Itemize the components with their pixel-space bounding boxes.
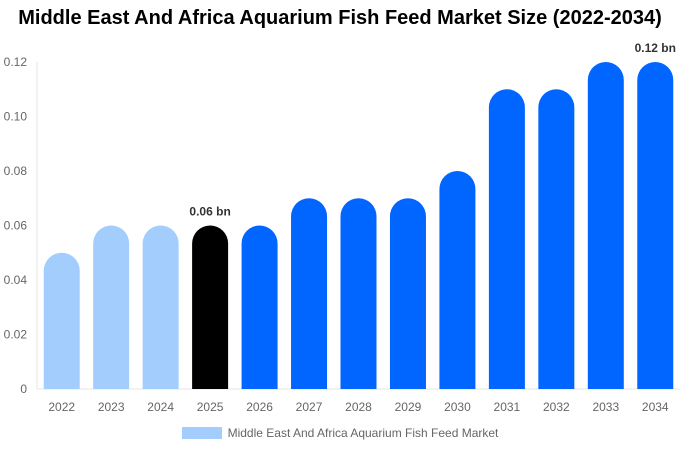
chart-title: Middle East And Africa Aquarium Fish Fee… <box>18 7 662 29</box>
x-tick-label: 2023 <box>98 400 125 414</box>
legend-label: Middle East And Africa Aquarium Fish Fee… <box>227 426 499 440</box>
y-tick-label: 0.10 <box>4 110 28 124</box>
x-tick-label: 2030 <box>444 400 471 414</box>
legend: Middle East And Africa Aquarium Fish Fee… <box>0 426 680 440</box>
x-tick-label: 2033 <box>592 400 619 414</box>
bar-2030 <box>439 171 476 389</box>
x-tick-label: 2024 <box>147 400 174 414</box>
bar-2027 <box>291 198 328 389</box>
bar-2028 <box>340 198 377 389</box>
x-tick-label: 2032 <box>543 400 570 414</box>
y-tick-label: 0.06 <box>4 219 28 233</box>
x-tick-label: 2022 <box>48 400 75 414</box>
bar-2032 <box>538 89 575 389</box>
bar-2024 <box>142 225 179 389</box>
x-tick-label: 2025 <box>197 400 224 414</box>
data-label: 0.12 bn <box>635 41 676 55</box>
y-tick-label: 0.08 <box>4 164 28 178</box>
bar-2031 <box>488 89 525 389</box>
bar-2029 <box>389 198 426 389</box>
bar-2023 <box>93 225 130 389</box>
y-tick-label: 0 <box>20 382 27 396</box>
bar-2034 <box>637 62 674 390</box>
x-tick-label: 2026 <box>246 400 273 414</box>
x-tick-label: 2031 <box>494 400 521 414</box>
y-tick-label: 0.02 <box>4 328 28 342</box>
bar-2033 <box>587 62 624 390</box>
bar-2022 <box>43 252 80 389</box>
data-label: 0.06 bn <box>189 205 230 219</box>
bar-2025 <box>192 225 229 389</box>
y-tick-label: 0.04 <box>4 273 28 287</box>
y-tick-label: 0.12 <box>4 55 28 69</box>
legend-swatch <box>181 427 222 439</box>
bar-2026 <box>241 225 278 389</box>
x-tick-label: 2034 <box>642 400 669 414</box>
x-tick-label: 2027 <box>296 400 323 414</box>
x-tick-label: 2028 <box>345 400 372 414</box>
x-tick-label: 2029 <box>395 400 422 414</box>
